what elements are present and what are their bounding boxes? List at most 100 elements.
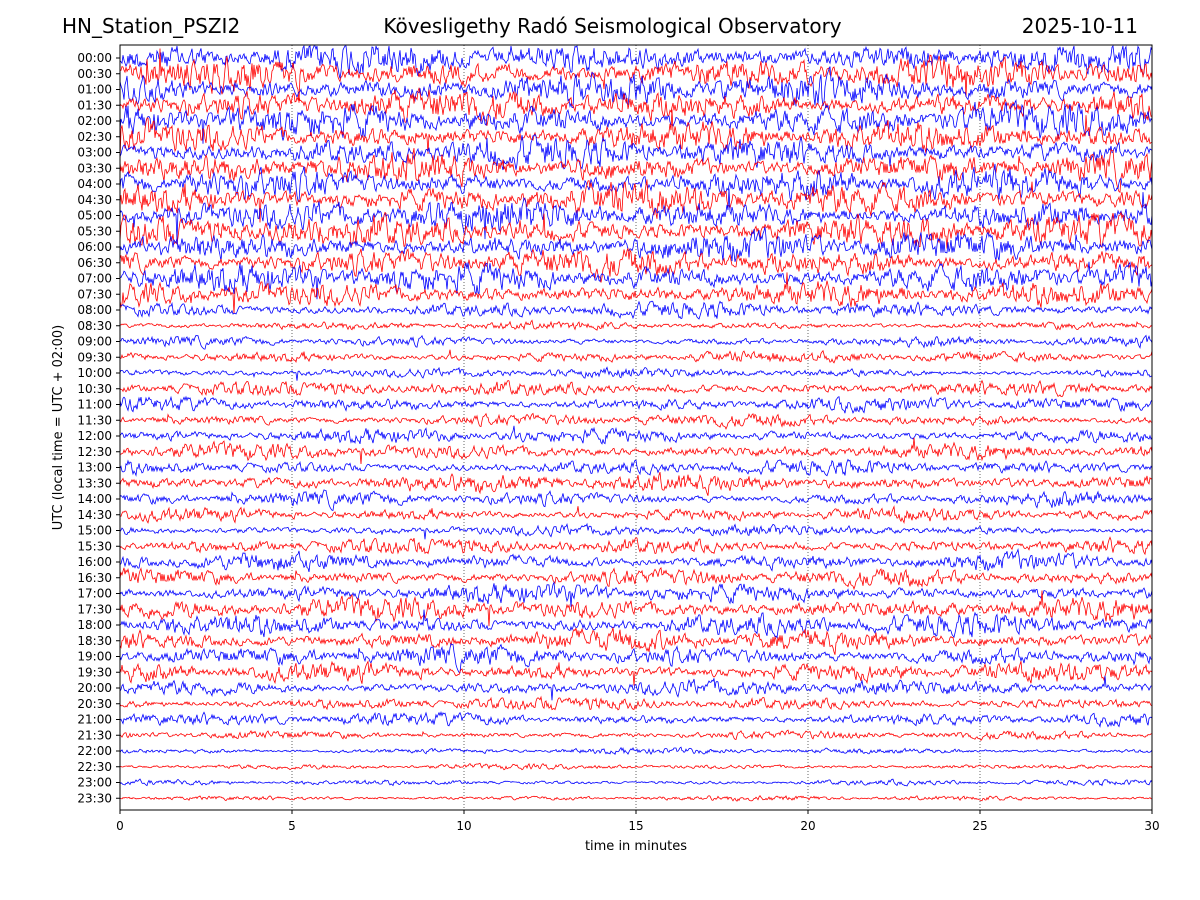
x-tick-label: 25	[972, 819, 987, 833]
trace-1430	[119, 505, 1153, 524]
y-tick-label: 15:00	[77, 524, 112, 538]
y-tick-label: 08:00	[77, 303, 112, 317]
y-tick-label: 04:30	[77, 193, 112, 207]
y-tick-label: 17:30	[77, 602, 112, 616]
y-tick-label: 06:30	[77, 256, 112, 270]
y-tick-label: 19:00	[77, 650, 112, 664]
date-title: 2025-10-11	[1021, 14, 1138, 38]
y-tick-label: 07:30	[77, 287, 112, 301]
trace-0500	[119, 188, 1153, 241]
trace-0930	[119, 349, 1153, 364]
trace-1230	[119, 437, 1153, 465]
trace-2230	[119, 762, 1153, 771]
trace-1400	[119, 489, 1153, 511]
y-tick-label: 15:30	[77, 539, 112, 553]
trace-0200	[119, 98, 1153, 144]
y-tick-label: 16:00	[77, 555, 112, 569]
y-tick-label: 02:00	[77, 114, 112, 128]
y-tick-label: 05:30	[77, 224, 112, 238]
y-tick-label: 06:00	[77, 240, 112, 254]
trace-1730	[119, 590, 1153, 627]
seismic-traces	[119, 44, 1153, 802]
y-tick-label: 00:30	[77, 67, 112, 81]
trace-1100	[119, 395, 1153, 414]
y-tick-label: 14:00	[77, 492, 112, 506]
trace-0900	[119, 334, 1153, 350]
trace-0400	[119, 163, 1153, 203]
trace-1600	[119, 547, 1153, 573]
x-tick-label: 15	[628, 819, 643, 833]
y-tick-label: 03:30	[77, 161, 112, 175]
trace-0800	[119, 300, 1153, 320]
x-tick-label: 20	[800, 819, 815, 833]
y-tick-label: 20:00	[77, 681, 112, 695]
trace-1700	[119, 581, 1153, 607]
trace-1530	[119, 536, 1153, 556]
trace-0230	[119, 109, 1153, 162]
x-tick-label: 5	[288, 819, 296, 833]
y-tick-label: 01:30	[77, 98, 112, 112]
trace-0730	[119, 272, 1153, 314]
trace-2000	[119, 675, 1152, 701]
y-tick-label: 22:00	[77, 744, 112, 758]
y-tick-label: 18:00	[77, 618, 112, 632]
trace-0530	[119, 211, 1153, 249]
trace-0600	[119, 226, 1153, 262]
x-tick-label: 0	[116, 819, 124, 833]
trace-1300	[119, 458, 1153, 477]
y-tick-label: 17:00	[77, 587, 112, 601]
y-tick-label: 04:00	[77, 177, 112, 191]
trace-0330	[119, 148, 1153, 194]
trace-1630	[119, 567, 1153, 591]
trace-1830	[119, 627, 1153, 655]
y-tick-label: 03:00	[77, 146, 112, 160]
trace-1500	[119, 522, 1153, 540]
y-tick-label: 23:00	[77, 776, 112, 790]
observatory-title: Kövesligethy Radó Seismological Observat…	[383, 14, 842, 38]
station-title: HN_Station_PSZI2	[62, 14, 241, 38]
x-axis-ticks: 0 5 10 15 20 25 30	[116, 810, 1160, 833]
trace-1030	[119, 379, 1153, 398]
x-tick-label: 10	[456, 819, 471, 833]
trace-0130	[119, 86, 1153, 126]
y-tick-label: 18:30	[77, 634, 112, 648]
y-axis-label: UTC (local time = UTC + 02:00)	[51, 325, 66, 530]
y-tick-label: 14:30	[77, 508, 112, 522]
trace-2330	[119, 795, 1153, 802]
y-tick-label: 12:30	[77, 445, 112, 459]
trace-0000	[119, 44, 1153, 79]
y-tick-label: 11:30	[77, 413, 112, 427]
x-tick-label: 30	[1144, 819, 1159, 833]
y-tick-label: 12:00	[77, 429, 112, 443]
y-tick-label: 20:30	[77, 697, 112, 711]
y-tick-label: 13:30	[77, 476, 112, 490]
y-tick-label: 19:30	[77, 665, 112, 679]
y-tick-label: 10:00	[77, 366, 112, 380]
trace-0300	[119, 133, 1153, 171]
y-tick-label: 23:30	[77, 791, 112, 805]
trace-2300	[119, 778, 1153, 787]
y-tick-label: 21:30	[77, 728, 112, 742]
trace-0430	[119, 179, 1153, 223]
trace-1000	[119, 366, 1152, 381]
trace-0700	[119, 261, 1153, 300]
y-tick-label: 13:00	[77, 461, 112, 475]
y-tick-label: 09:30	[77, 350, 112, 364]
y-tick-label: 00:00	[77, 51, 112, 65]
y-tick-label: 08:30	[77, 319, 112, 333]
x-axis-label: time in minutes	[585, 839, 687, 854]
y-tick-label: 02:30	[77, 130, 112, 144]
trace-0830	[119, 319, 1153, 331]
trace-1800	[119, 609, 1153, 639]
trace-2130	[119, 729, 1153, 741]
y-tick-label: 21:00	[77, 713, 112, 727]
y-tick-label: 11:00	[77, 398, 112, 412]
y-tick-label: 09:00	[77, 335, 112, 349]
trace-2100	[119, 710, 1153, 728]
trace-0100	[119, 66, 1153, 108]
y-tick-label: 22:30	[77, 760, 112, 774]
trace-2200	[119, 746, 1153, 756]
y-tick-label: 05:00	[77, 209, 112, 223]
y-tick-label: 07:00	[77, 272, 112, 286]
trace-0630	[119, 247, 1153, 283]
